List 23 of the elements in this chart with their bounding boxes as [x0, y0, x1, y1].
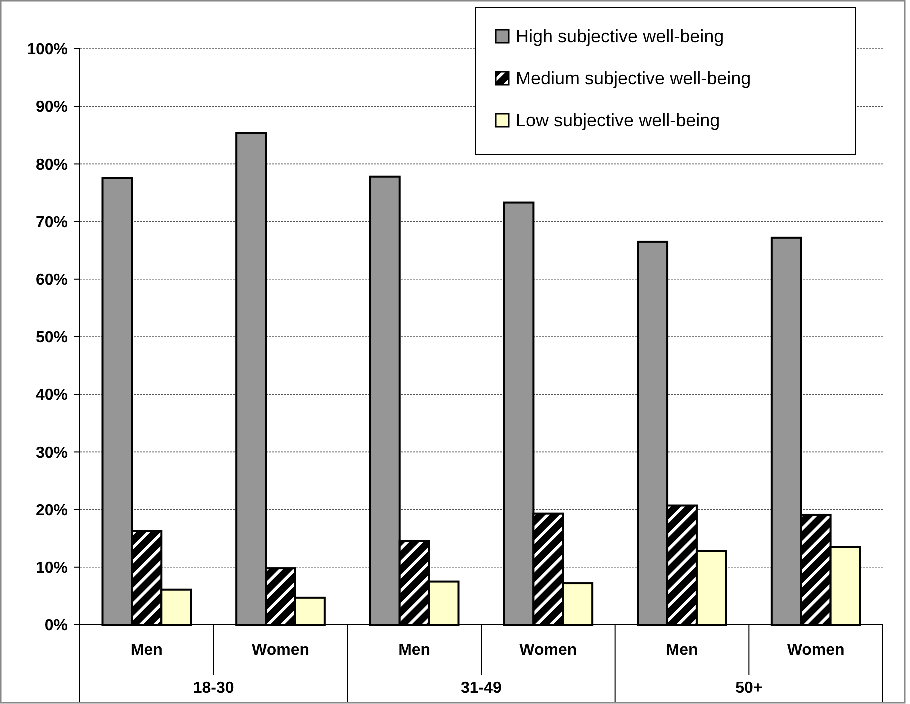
x-tick-label: Men — [130, 642, 163, 659]
y-tick-label: 50% — [36, 330, 68, 347]
x-tick-label: Women — [787, 642, 845, 659]
text: 18-30 — [193, 680, 234, 697]
y-tick-label: 80% — [36, 156, 68, 174]
y-tick-label: 30% — [36, 444, 68, 462]
x-tick-label: Women — [252, 642, 310, 659]
y-tick-label: 20% — [36, 502, 68, 520]
x-tick-label: Women — [520, 642, 578, 659]
y-tick-label: 90% — [36, 99, 68, 116]
x-tick-label: Men — [666, 642, 698, 659]
y-tick-label: 60% — [36, 272, 68, 289]
y-tick-label: 70% — [36, 214, 68, 232]
y-tick-label: 10% — [36, 560, 68, 577]
y-tick-label: 0% — [44, 618, 68, 635]
y-tick-label: 40% — [36, 387, 68, 404]
legend-label: Low subjective well-being — [516, 110, 720, 130]
text: 31-49 — [461, 680, 502, 697]
legend-label: Medium subjective well-being — [516, 68, 752, 88]
text: 50+ — [736, 680, 763, 697]
y-tick-label: 100% — [27, 42, 68, 59]
legend-label: High subjective well-being — [516, 26, 724, 46]
x-tick-label: Men — [398, 642, 431, 659]
